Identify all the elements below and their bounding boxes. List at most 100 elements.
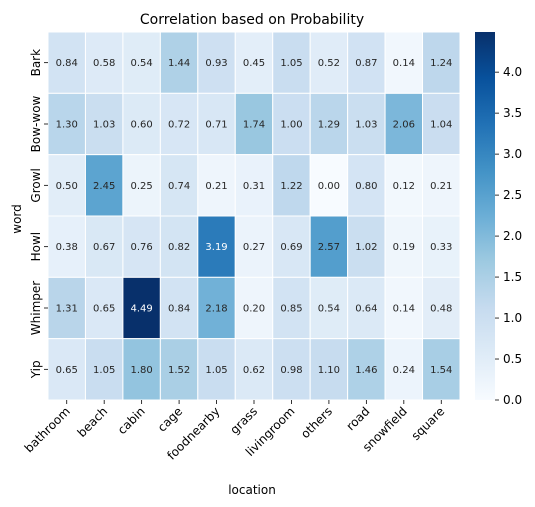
cell-value-label: 0.84 — [56, 58, 78, 69]
heatmap-cell — [84, 31, 124, 94]
cell-value-label: 0.67 — [93, 242, 115, 253]
cell-value-label: 1.10 — [318, 365, 340, 376]
heatmap-cell — [422, 215, 461, 278]
cell-value-label: 1.46 — [355, 365, 377, 376]
x-tick-label: cabin — [115, 404, 148, 437]
y-tick-label: Howl — [29, 232, 43, 262]
cell-value-label: 0.71 — [205, 120, 227, 131]
cell-value-label: 0.12 — [393, 181, 415, 192]
heatmap-cell — [47, 31, 86, 94]
x-axis-label: location — [228, 483, 276, 497]
heatmap-cell — [234, 276, 274, 340]
cell-value-label: 0.52 — [318, 58, 340, 69]
heatmap-cell — [272, 276, 311, 340]
heatmap-cell — [197, 276, 236, 340]
heatmap-cell — [384, 215, 424, 278]
heatmap-cell — [309, 92, 349, 156]
heatmap-cell — [384, 276, 424, 340]
cell-value-label: 1.03 — [355, 120, 377, 131]
cell-value-label: 1.05 — [93, 365, 115, 376]
x-tick-label: cage — [155, 404, 185, 434]
cell-value-label: 0.87 — [355, 58, 377, 69]
cell-value-label: 0.27 — [243, 242, 265, 253]
heatmap-cell — [272, 215, 311, 278]
cell-value-label: 0.72 — [168, 120, 190, 131]
y-tick-label: Growl — [29, 168, 43, 202]
x-tick-label: beach — [75, 404, 111, 440]
heatmap-cell — [159, 338, 199, 401]
y-tick-labels: Bark Bow-wow Growl Howl Whimper Yip — [29, 49, 48, 379]
cell-value-label: 2.57 — [318, 242, 340, 253]
colorbar-tick-label: 3.0 — [503, 147, 522, 161]
cell-value-label: 0.21 — [205, 181, 227, 192]
heatmap-cell — [347, 92, 386, 156]
cell-value-label: 0.65 — [56, 365, 78, 376]
heatmap-cell — [47, 154, 86, 217]
x-tick-label: others — [298, 404, 335, 441]
chart-title: Correlation based on Probability — [140, 12, 364, 28]
cell-value-label: 0.76 — [131, 242, 153, 253]
x-tick-label: grass — [227, 404, 260, 437]
cell-value-label: 0.21 — [430, 181, 452, 192]
heatmap-cell — [47, 338, 86, 401]
heatmap-cell — [122, 92, 161, 156]
colorbar-tick-label: 4.0 — [503, 65, 522, 79]
cell-value-label: 0.84 — [168, 304, 190, 315]
heatmap-cell — [384, 92, 424, 156]
heatmap-cell — [347, 154, 386, 217]
heatmap-cell — [309, 31, 349, 94]
cell-value-label: 0.80 — [355, 181, 377, 192]
cell-value-label: 0.54 — [318, 304, 340, 315]
cell-value-label: 1.74 — [243, 120, 265, 131]
cell-value-label: 0.65 — [93, 304, 115, 315]
cell-value-label: 1.52 — [168, 365, 190, 376]
cell-value-label: 3.19 — [205, 242, 227, 253]
cell-value-label: 1.29 — [318, 120, 340, 131]
heatmap-cell — [197, 92, 236, 156]
colorbar — [475, 32, 495, 400]
heatmap-cell — [122, 215, 161, 278]
heatmap-cell — [234, 338, 274, 401]
heatmap-cell — [84, 276, 124, 340]
colorbar-tick-label: 1.0 — [503, 311, 522, 325]
heatmap-cell — [234, 215, 274, 278]
cell-value-label: 2.18 — [205, 304, 227, 315]
cell-value-label: 1.54 — [430, 365, 452, 376]
cell-value-label: 0.69 — [280, 242, 302, 253]
cell-value-label: 1.03 — [93, 120, 115, 131]
cell-value-label: 0.00 — [318, 181, 340, 192]
heatmap-cell — [159, 215, 199, 278]
colorbar-tick-label: 2.5 — [503, 188, 522, 202]
colorbar-tick-label: 1.5 — [503, 270, 522, 284]
heatmap-cell — [422, 338, 461, 401]
x-tick-label: square — [409, 404, 448, 443]
y-tick-label: Bark — [29, 49, 43, 77]
colorbar-tick-label: 0.0 — [503, 393, 522, 407]
cell-value-label: 0.19 — [393, 242, 415, 253]
cell-value-label: 4.49 — [131, 304, 153, 315]
cell-value-label: 0.50 — [56, 181, 78, 192]
cell-value-label: 0.45 — [243, 58, 265, 69]
heatmap-cell — [422, 154, 461, 217]
cell-value-label: 1.02 — [355, 242, 377, 253]
cell-value-label: 1.31 — [56, 304, 78, 315]
colorbar-ticks: 0.0 0.5 1.0 1.5 2.0 2.5 3.0 3.5 4.0 — [495, 65, 522, 407]
heatmap-cell — [347, 276, 386, 340]
cell-value-label: 1.00 — [280, 120, 302, 131]
heatmap-cell — [47, 276, 86, 340]
cell-value-label: 0.60 — [131, 120, 153, 131]
y-axis-label: word — [10, 204, 24, 234]
heatmap-cell — [234, 31, 274, 94]
cell-value-label: 0.54 — [131, 58, 153, 69]
heatmap-cell — [197, 154, 236, 217]
cell-value-label: 1.05 — [280, 58, 302, 69]
heatmap-cell — [384, 31, 424, 94]
heatmap-cell — [347, 338, 386, 401]
cell-value-label: 0.48 — [430, 304, 452, 315]
cell-value-label: 0.98 — [280, 365, 302, 376]
heatmap-cell — [159, 276, 199, 340]
heatmap-cell — [234, 154, 274, 217]
cell-value-label: 0.62 — [243, 365, 265, 376]
